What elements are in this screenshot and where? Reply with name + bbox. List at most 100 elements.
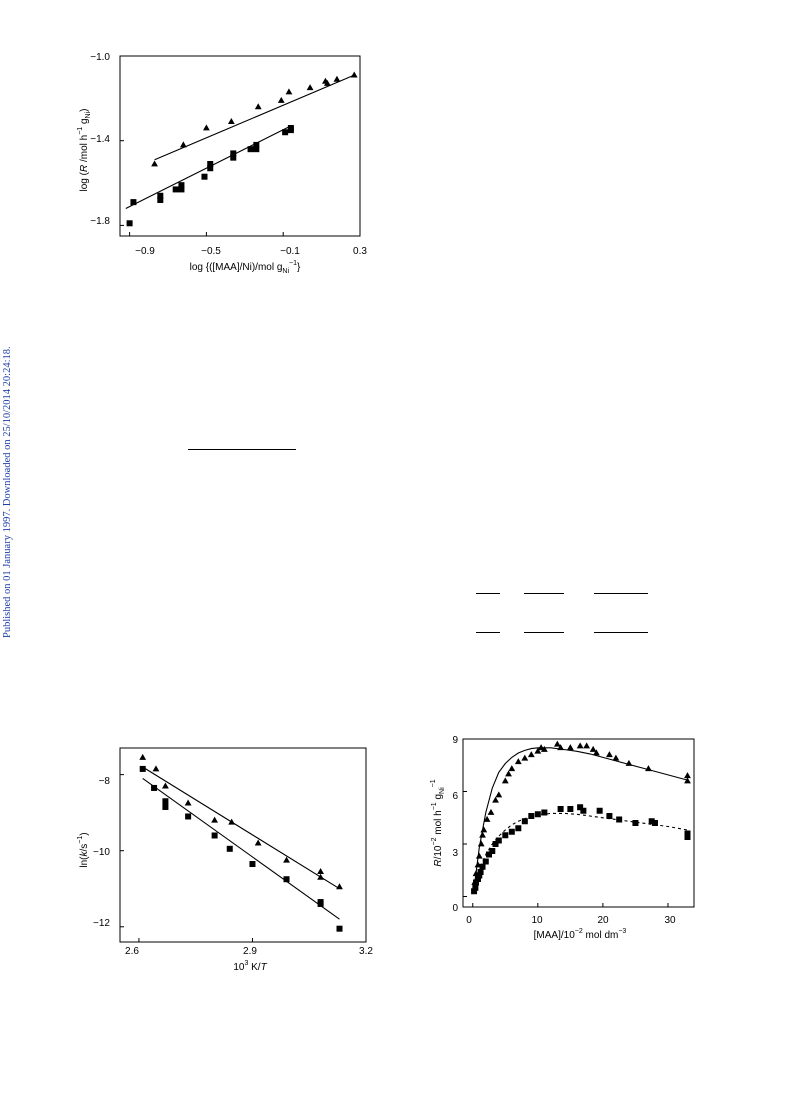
chart-tick-label: 6 [452,791,458,802]
rule [524,593,564,594]
data-point-triangle [479,831,486,838]
data-point-square [502,832,509,839]
data-point-triangle [521,754,529,761]
data-point-square [476,872,483,879]
data-point-square [185,813,192,820]
data-point-square [253,146,260,153]
data-point-square [541,809,548,816]
x-axis-label: [MAA]/10−2 mol dm−3 [534,928,627,941]
data-point-triangle [317,873,324,880]
data-point-triangle [480,826,488,833]
data-point-triangle [211,816,219,823]
data-point-triangle [323,79,331,86]
data-point-triangle [505,770,512,777]
fit-line-triangle [154,74,355,161]
data-point-square [253,141,260,148]
data-point-triangle [350,71,358,78]
data-point-triangle [684,772,691,779]
data-point-square [534,811,541,818]
data-point-square [528,813,535,819]
data-point-square [632,820,639,826]
data-point-square [130,199,137,206]
chart-tick-label: −12 [93,918,110,929]
chart-rate-vs-maa-concentration: 0 10 20 30 0 3 6 9 [MAA]/10−2 mol dm−3 R… [430,735,695,941]
rule [524,632,564,633]
data-point-square [247,146,254,153]
data-point-triangle [492,796,499,803]
data-point-square [474,876,481,882]
data-point-square [580,807,587,814]
data-point-triangle [228,818,236,825]
data-point-square [317,900,324,907]
chart-tick-label: 0 [452,903,458,914]
chart-tick-label: 9 [452,735,458,746]
rule [476,632,500,633]
chart-tick-label: 3.2 [359,946,373,957]
plot-frame [119,55,361,237]
data-point-triangle [336,883,343,890]
data-point-triangle [645,765,652,772]
chart-tick-label: 2.6 [125,946,139,957]
data-point-square [172,186,179,193]
data-point-square [482,858,489,865]
data-point-triangle [203,124,210,131]
data-point-square [684,830,691,837]
y-axis-label: ln(k/s−1) [77,832,90,867]
data-point-triangle [283,856,290,863]
chart-tick-label: 20 [597,915,609,926]
data-point-square [479,863,486,870]
data-point-square [495,837,502,844]
data-point-square [557,806,564,812]
download-note-text: Published on 01 January 1997. Downloaded… [2,346,13,638]
data-point-triangle [592,749,600,756]
data-point-square [651,820,658,826]
data-point-triangle [553,740,561,747]
chart-log-rate-vs-log-maa: −0.9 −0.5 −0.1 0.3 −1.0 −1.4 −1.8 log {(… [77,52,367,275]
y-axis-label: log (R /mol h−1 gNi) [77,109,92,192]
download-note: Published on 01 January 1997. Downloaded… [2,338,22,638]
data-point-triangle [139,753,147,760]
data-point-triangle [576,742,584,749]
data-point-triangle [333,75,341,82]
data-point-triangle [534,747,542,754]
data-point-square [596,807,603,814]
data-point-triangle [483,815,491,822]
data-point-triangle [557,744,565,751]
data-point-triangle [527,751,535,758]
data-point-triangle [184,799,192,806]
chart-tick-label: −1.0 [90,52,110,63]
data-point-square [201,173,208,180]
data-point-square [226,845,233,852]
chart-ln-k-vs-inverse-temperature: 2.6 2.9 3.2 −8 −10 −12 103 K/T ln(k/s−1) [77,747,373,973]
data-point-triangle [514,758,522,765]
chart-tick-label: −0.9 [135,246,155,257]
data-point-triangle [612,754,620,761]
data-point-square [207,161,214,167]
data-point-triangle [684,777,691,784]
data-point-square [471,888,478,895]
data-point-square [207,165,214,172]
data-point-triangle [583,742,591,749]
chart-tick-label: −0.5 [201,246,221,257]
chart-tick-label: 0.3 [353,246,367,257]
data-point-square [230,154,237,161]
data-point-square [606,813,613,819]
data-point-square [336,925,343,932]
data-point-square [230,150,237,157]
data-point-triangle [254,839,262,846]
data-point-triangle [501,777,509,784]
x-axis-label: log {([MAA]/Ni)/mol gNi−1} [190,260,301,275]
data-point-square [473,879,480,886]
data-point-square [616,816,623,823]
data-point-square [126,220,133,227]
data-point-square [684,834,691,840]
data-point-triangle [152,765,160,772]
fit-line-triangle [473,747,688,888]
data-point-square [157,192,164,199]
data-point-square [486,851,493,858]
data-point-square [178,186,185,193]
data-point-triangle [306,84,314,91]
data-point-square [157,197,164,203]
data-point-square [508,828,515,835]
fit-line-triangle [142,766,340,890]
